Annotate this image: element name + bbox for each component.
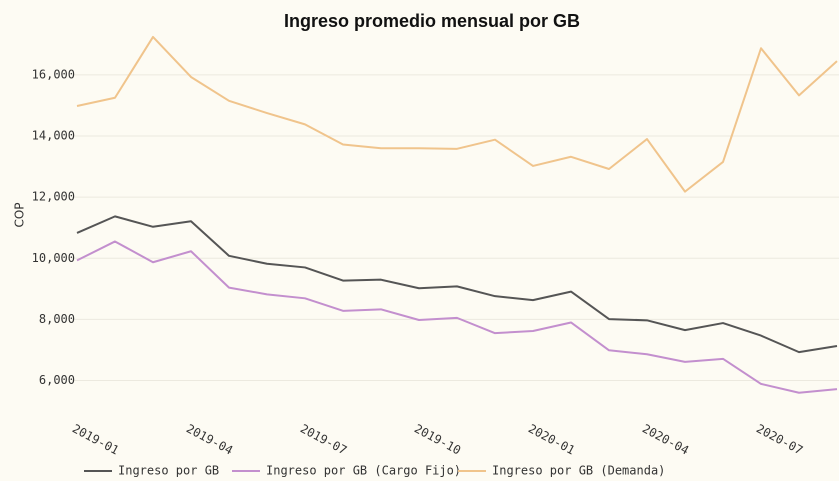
y-tick-label: 8,000 [39, 312, 75, 326]
series-line [76, 215, 838, 354]
x-tick-label: 2019-10 [412, 421, 463, 457]
x-tick-label: 2019-01 [70, 421, 121, 457]
series-line [76, 35, 838, 193]
legend-label: Ingreso por GB (Cargo Fijo) [266, 464, 461, 478]
x-tick-label: 2019-04 [184, 421, 235, 457]
y-tick-label: 10,000 [32, 251, 75, 265]
x-tick-label: 2020-07 [754, 421, 805, 457]
x-tick-label: 2019-07 [298, 421, 349, 457]
x-tick-label: 2020-04 [640, 421, 691, 457]
y-tick-label: 14,000 [32, 128, 75, 142]
y-axis-title: COP [13, 202, 27, 227]
y-tick-label: 6,000 [39, 373, 75, 387]
legend-label: Ingreso por GB (Demanda) [492, 464, 665, 478]
series-line [76, 240, 838, 394]
x-tick-label: 2020-01 [526, 421, 577, 457]
y-tick-label: 12,000 [32, 190, 75, 204]
y-tick-label: 16,000 [32, 67, 75, 81]
legend-label: Ingreso por GB [118, 464, 219, 478]
chart-title: Ingreso promedio mensual por GB [284, 11, 580, 31]
